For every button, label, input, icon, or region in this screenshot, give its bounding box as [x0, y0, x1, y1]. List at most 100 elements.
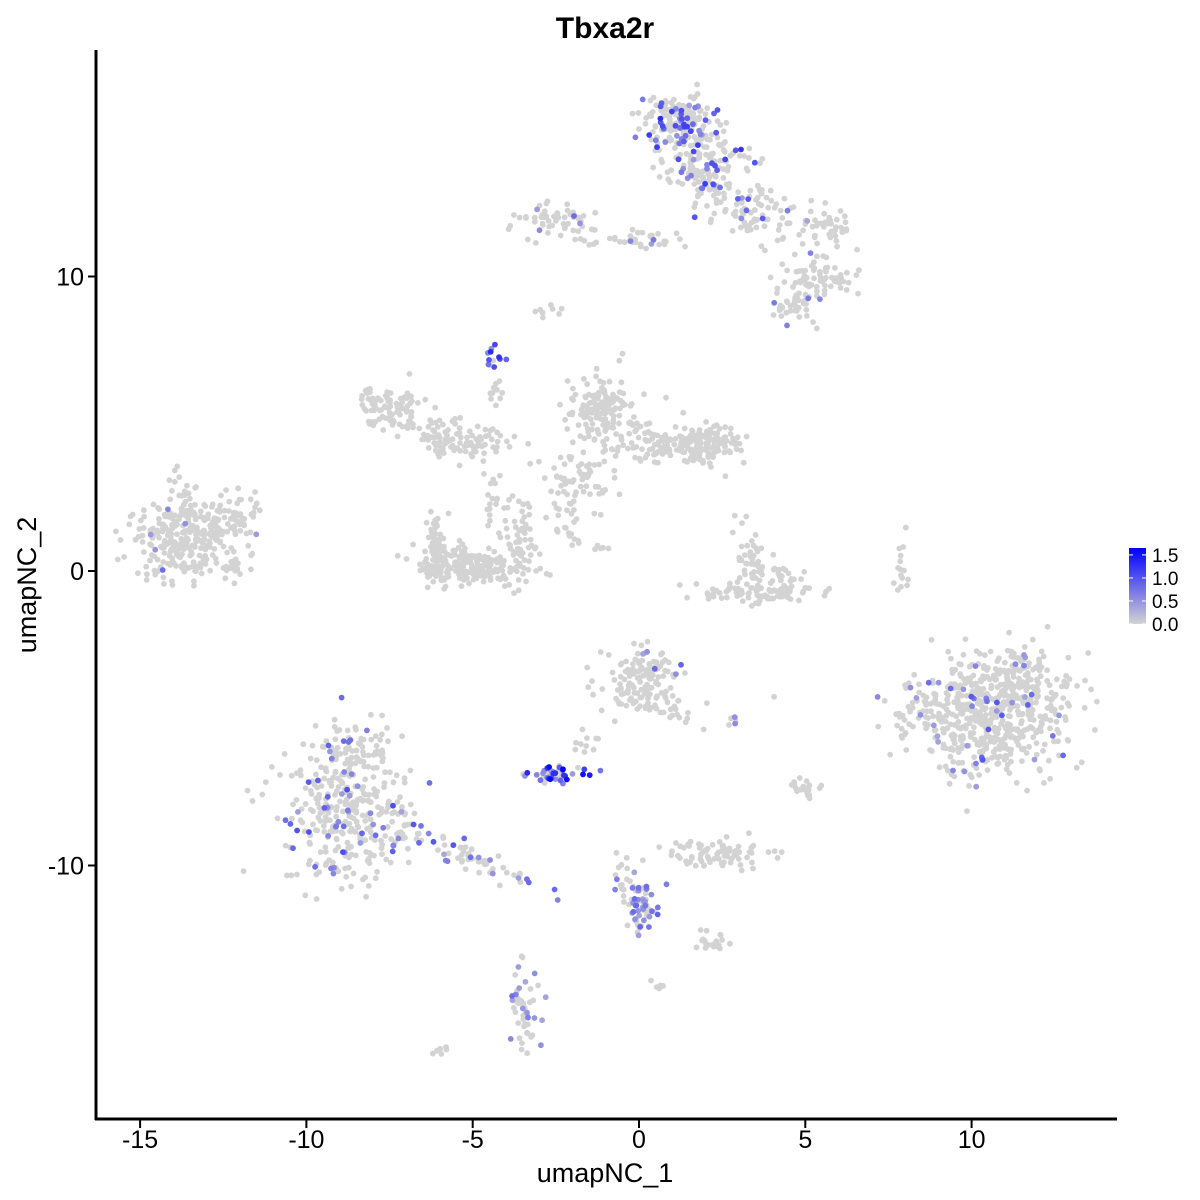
cell-point — [962, 636, 969, 643]
cell-point — [551, 213, 557, 220]
cell-point — [925, 679, 932, 686]
cell-point — [511, 433, 518, 440]
cell-point — [974, 700, 981, 707]
cell-point — [503, 869, 510, 876]
cell-point — [635, 229, 641, 236]
cell-point — [890, 580, 897, 586]
cell-point — [875, 723, 882, 730]
cell-point — [964, 742, 971, 749]
cell-point — [466, 580, 472, 587]
cell-point — [390, 842, 397, 849]
cell-point — [572, 236, 578, 243]
cell-point — [635, 884, 642, 891]
cell-point — [628, 440, 635, 446]
cell-point — [554, 526, 560, 533]
cell-point — [544, 198, 551, 205]
cell-point — [833, 216, 840, 223]
cell-point — [531, 218, 538, 225]
cell-point — [621, 899, 627, 905]
cell-point — [1023, 687, 1030, 694]
cell-point — [193, 531, 200, 538]
cell-point — [524, 1029, 530, 1036]
cell-point — [256, 507, 263, 514]
cell-point — [666, 447, 673, 453]
cell-point — [555, 214, 562, 221]
cell-point — [626, 668, 633, 675]
cell-point — [456, 425, 463, 431]
cell-point — [1092, 727, 1098, 733]
cell-point — [372, 875, 379, 882]
cell-point — [169, 487, 175, 494]
cell-point — [458, 583, 465, 590]
cell-point — [440, 561, 447, 568]
cell-point — [1008, 747, 1014, 754]
cell-point — [1029, 725, 1036, 732]
cell-point — [808, 282, 815, 288]
cell-point — [395, 835, 402, 842]
cell-point — [648, 671, 655, 677]
cell-point — [332, 736, 339, 743]
cell-point — [681, 844, 687, 851]
cell-point — [685, 445, 691, 452]
cell-point — [649, 908, 655, 915]
cell-point — [968, 774, 975, 781]
cell-point — [710, 454, 716, 460]
cell-point — [368, 851, 374, 858]
cell-point — [658, 689, 665, 696]
cell-point — [300, 741, 307, 748]
cell-point — [575, 228, 582, 235]
cell-point — [594, 426, 601, 433]
cell-point — [767, 595, 773, 602]
cell-point — [620, 442, 627, 449]
cell-point — [796, 775, 803, 781]
cell-point — [682, 670, 688, 676]
cell-point — [951, 773, 958, 780]
cell-point — [380, 754, 386, 761]
cell-point — [312, 863, 318, 870]
cell-point — [1008, 758, 1014, 765]
cell-point — [399, 399, 405, 406]
legend-tick-label: 1.0 — [1152, 569, 1178, 590]
cell-point — [321, 823, 327, 829]
cell-point — [779, 215, 786, 221]
cell-point — [587, 491, 593, 497]
cell-point — [500, 864, 507, 871]
cell-point — [901, 567, 907, 574]
cell-point — [366, 421, 373, 427]
cell-point — [457, 447, 464, 454]
cell-point — [675, 852, 681, 859]
cell-point — [747, 187, 754, 194]
cell-point — [817, 271, 823, 278]
cell-point — [321, 805, 328, 811]
cell-point — [391, 809, 398, 815]
cell-point — [373, 751, 380, 757]
cell-point — [618, 685, 624, 692]
cell-point — [563, 776, 570, 783]
cell-point — [322, 818, 329, 824]
cell-point — [692, 200, 699, 207]
cell-point — [224, 528, 231, 535]
cell-point — [791, 779, 797, 785]
cell-point — [628, 401, 635, 407]
cell-point — [994, 670, 1001, 677]
cell-point — [572, 746, 579, 753]
cell-point — [940, 741, 947, 748]
cell-point — [692, 104, 698, 111]
cell-point — [632, 134, 639, 141]
cell-point — [813, 325, 820, 332]
cell-point — [196, 552, 203, 559]
cell-point — [515, 875, 522, 881]
cell-point — [367, 810, 374, 817]
cell-point — [810, 319, 816, 325]
cell-point — [798, 576, 804, 582]
cell-point — [949, 670, 956, 676]
cell-point — [597, 649, 604, 655]
cell-point — [700, 123, 707, 129]
cell-point — [630, 684, 637, 691]
cell-point — [114, 556, 121, 563]
cell-point — [671, 441, 678, 448]
cell-point — [791, 251, 798, 258]
cell-point — [439, 575, 446, 581]
cell-point — [447, 565, 454, 572]
cell-point — [486, 506, 493, 512]
